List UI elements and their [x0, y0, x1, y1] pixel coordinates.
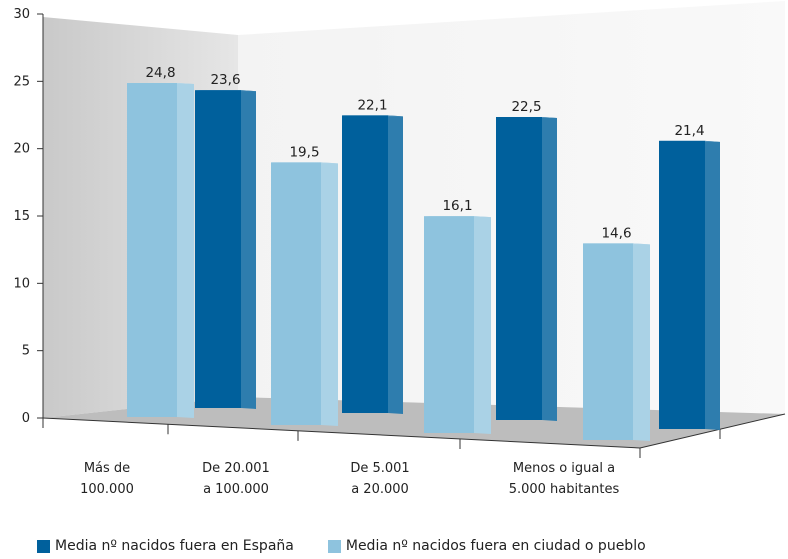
bar-side	[542, 117, 557, 421]
legend: Media nº nacidos fuera en España Media n…	[37, 538, 646, 554]
bar-side	[177, 83, 194, 418]
legend-swatch-espana	[37, 539, 50, 553]
bar-side	[705, 140, 720, 430]
bar-side	[241, 90, 256, 409]
bar-side	[474, 216, 491, 434]
x-ticks	[42, 418, 721, 458]
bar-value-label: 24,8	[145, 65, 175, 81]
y-tick-label: 5	[22, 344, 30, 359]
bar	[195, 90, 256, 409]
bar	[424, 216, 491, 434]
bars	[127, 83, 720, 441]
bar-side	[321, 162, 338, 426]
bar-value-label: 14,6	[601, 225, 631, 241]
bar-front	[583, 243, 633, 440]
legend-swatch-ciudad	[327, 539, 341, 553]
bar	[659, 140, 720, 430]
y-tick-label: 10	[13, 276, 30, 291]
category-labels: Más de 100.000 De 20.001 a 100.000 De 5.001 a…	[80, 461, 619, 497]
bar-chart: 0 5 10 15 20 25 30 24,8 19,5 16,1 14,6 23,6 22,1 22,…	[13, 1, 786, 497]
bar	[496, 117, 557, 421]
bar-front	[659, 140, 705, 429]
legend-item-ciudad: Media nº nacidos fuera en ciudad o puebl…	[327, 538, 646, 554]
bar	[127, 83, 194, 418]
bar-value-label: 23,6	[210, 72, 240, 88]
y-tick-label: 0	[22, 411, 30, 426]
value-labels: 24,8 19,5 16,1 14,6 23,6 22,1 22,5 21,4	[145, 65, 704, 241]
x-axis	[42, 417, 641, 449]
bar-value-label: 21,4	[674, 123, 704, 139]
y-ticks: 0 5 10 15 20 25 30	[13, 7, 43, 426]
bar	[583, 243, 650, 441]
bar-side	[633, 243, 650, 441]
legend-item-espana: Media nº nacidos fuera en España	[37, 538, 294, 554]
category-label: De 5.001 a 20.000	[350, 461, 409, 497]
x-axis-side	[639, 413, 786, 449]
y-tick-label: 20	[13, 142, 30, 157]
category-label: Menos o igual a 5.000 habitantes	[509, 461, 620, 497]
bar-front	[195, 90, 241, 408]
bar-side	[388, 115, 403, 415]
bar	[342, 115, 403, 415]
bar-front	[496, 117, 542, 420]
y-tick-label: 15	[13, 209, 30, 224]
legend-label-ciudad: Media nº nacidos fuera en ciudad o puebl…	[345, 538, 646, 554]
legend-label-espana: Media nº nacidos fuera en España	[55, 538, 294, 554]
category-label: Más de 100.000	[80, 461, 134, 497]
bar-front	[271, 162, 321, 425]
bar-front	[127, 83, 177, 417]
y-tick-label: 30	[13, 7, 30, 22]
y-tick-label: 25	[13, 74, 30, 89]
bar-value-label: 19,5	[289, 144, 319, 160]
category-label: De 20.001 a 100.000	[202, 461, 270, 497]
bar-front	[424, 216, 474, 433]
bar-front	[342, 115, 388, 414]
bar-value-label: 16,1	[442, 198, 472, 214]
bar-value-label: 22,5	[511, 99, 541, 115]
bar-value-label: 22,1	[357, 97, 387, 113]
bar	[271, 162, 338, 426]
